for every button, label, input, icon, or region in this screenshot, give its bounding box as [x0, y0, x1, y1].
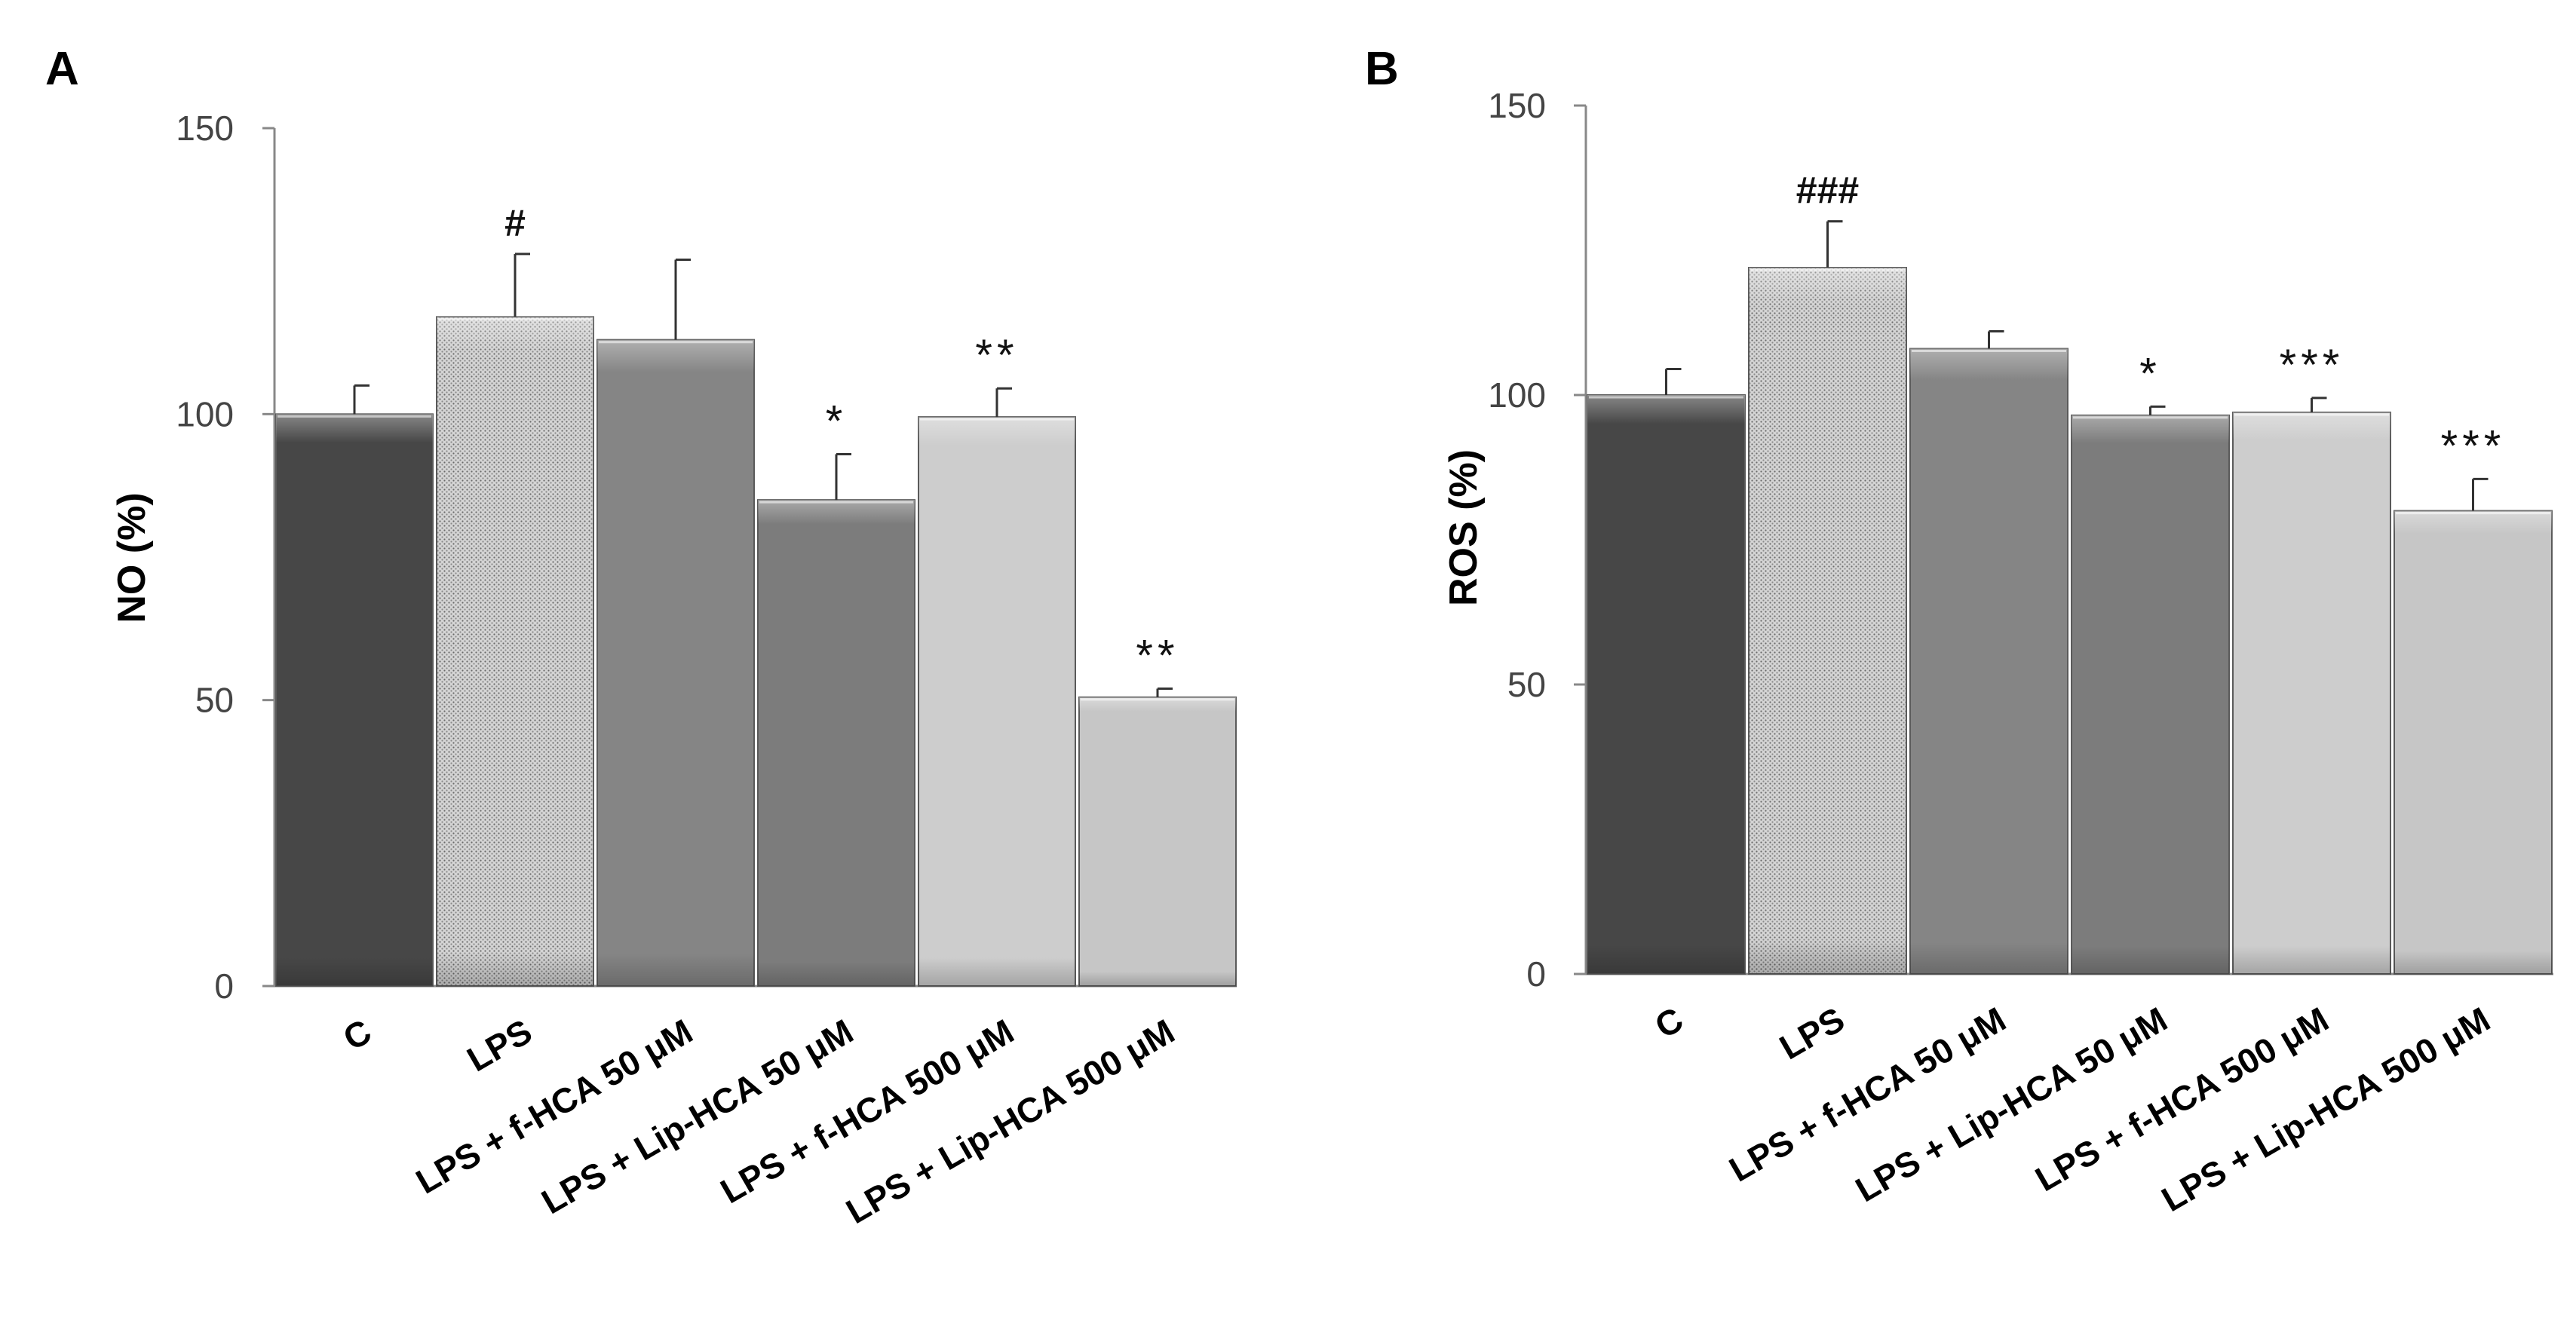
panel-label: B — [1365, 43, 1399, 95]
significance-label: *** — [2441, 421, 2506, 470]
category-label: LPS + f-HCA 50 μM — [409, 1012, 699, 1202]
significance-label: * — [2139, 349, 2161, 398]
bar-shading — [276, 414, 433, 986]
bar-shading — [437, 317, 593, 986]
category-label: LPS + f-HCA 50 μM — [1722, 1000, 2012, 1190]
bar-shading — [1587, 395, 1745, 974]
y-axis-title: NO (%) — [110, 492, 154, 623]
category-label: LPS + Lip-HCA 50 μM — [1849, 1000, 2174, 1210]
y-tick-label: 50 — [195, 681, 234, 720]
y-tick-label: 0 — [1526, 954, 1546, 994]
bar-shading — [758, 500, 915, 986]
y-tick-label: 0 — [214, 966, 234, 1006]
significance-label: # — [504, 202, 526, 244]
significance-label: ### — [1796, 170, 1859, 212]
bar-shading — [918, 417, 1075, 986]
significance-label: ** — [1136, 631, 1179, 680]
bar-shading — [597, 339, 754, 986]
bar-shading — [1910, 348, 2068, 974]
y-tick-label: 150 — [176, 109, 234, 148]
y-tick-label: 100 — [1488, 375, 1546, 415]
panel-label: A — [45, 43, 79, 95]
significance-label: ** — [975, 331, 1018, 380]
bar-shading — [2233, 412, 2390, 974]
bar-shading — [2072, 415, 2229, 974]
y-tick-label: 150 — [1488, 86, 1546, 125]
category-label: LPS — [1773, 1000, 1851, 1067]
significance-label: *** — [2280, 341, 2344, 390]
y-axis-title: ROS (%) — [1442, 449, 1486, 606]
category-label: C — [336, 1012, 378, 1058]
significance-label: * — [826, 397, 848, 446]
bar-shading — [1749, 268, 1906, 974]
category-label: C — [1648, 1000, 1690, 1046]
y-tick-label: 100 — [176, 394, 234, 433]
y-tick-label: 50 — [1507, 665, 1546, 704]
category-label: LPS — [461, 1012, 538, 1080]
bar-shading — [1079, 697, 1236, 986]
bar-shading — [2394, 510, 2552, 974]
